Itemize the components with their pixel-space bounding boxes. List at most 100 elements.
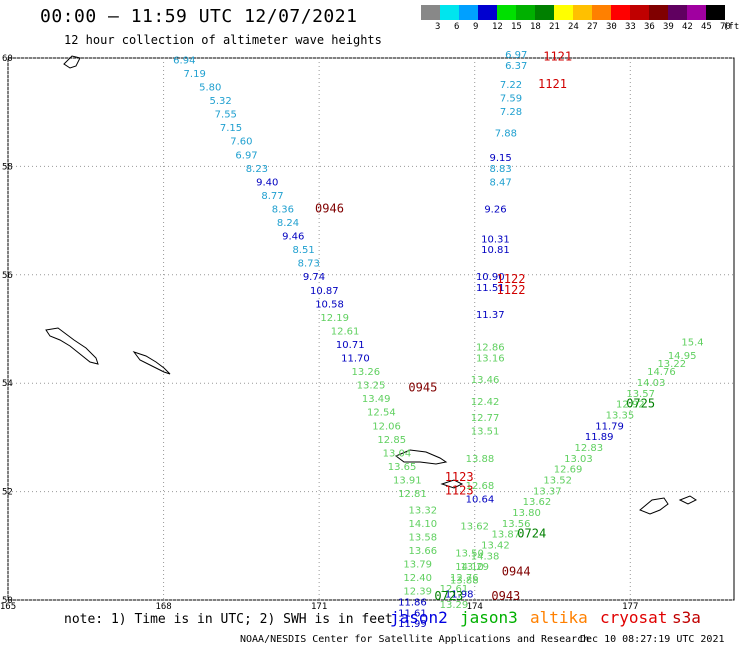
swh-value-label: 14.95 bbox=[668, 351, 697, 362]
swh-value-label: 13.46 bbox=[471, 375, 500, 386]
swh-value-label: 13.87 bbox=[492, 530, 521, 541]
swh-value-label: 13.26 bbox=[351, 367, 380, 378]
scale-swatch bbox=[668, 5, 687, 20]
scale-label: 70 bbox=[720, 22, 731, 32]
swh-value-label: 13.25 bbox=[357, 381, 386, 392]
swh-value-label: 10.31 bbox=[481, 234, 510, 245]
y-tick-label: 50 bbox=[2, 596, 13, 606]
swh-value-label: 8.24 bbox=[277, 218, 299, 229]
swh-value-label: 13.03 bbox=[564, 454, 593, 465]
swh-value-label: 12.61 bbox=[440, 584, 469, 595]
swh-value-label: 13.32 bbox=[409, 505, 438, 516]
time-annotation: 1122 bbox=[497, 272, 526, 286]
swh-value-label: 13.91 bbox=[393, 475, 422, 486]
chart-subtitle: 12 hour collection of altimeter wave hei… bbox=[64, 33, 382, 47]
swh-value-label: 9.15 bbox=[490, 153, 512, 164]
scale-label: 24 bbox=[568, 22, 579, 32]
swh-value-label: 11.89 bbox=[585, 432, 614, 443]
swh-value-label: 6.94 bbox=[173, 55, 195, 66]
scale-swatch bbox=[421, 5, 440, 20]
swh-value-label: 11.70 bbox=[341, 354, 370, 365]
swh-value-label: 13.80 bbox=[512, 508, 541, 519]
y-tick-label: 54 bbox=[2, 379, 13, 389]
time-annotation: 0723 bbox=[434, 589, 463, 603]
swh-value-label: 13.51 bbox=[471, 427, 500, 438]
swh-value-label: 12.68 bbox=[466, 481, 495, 492]
swh-value-label: 8.51 bbox=[292, 245, 314, 256]
island-outline bbox=[63, 55, 81, 69]
swh-value-label: 9.46 bbox=[282, 232, 304, 243]
swh-value-label: 8.77 bbox=[261, 191, 283, 202]
swh-value-label: 11.79 bbox=[595, 421, 624, 432]
swh-value-label: 7.19 bbox=[184, 69, 206, 80]
scale-label: 21 bbox=[549, 22, 560, 32]
x-tick-label: 177 bbox=[622, 602, 638, 612]
swh-value-label: 13.52 bbox=[543, 475, 572, 486]
swh-value-label: 8.73 bbox=[298, 259, 320, 270]
swh-value-label: 13.16 bbox=[476, 354, 505, 365]
swh-value-label: 10.81 bbox=[481, 245, 510, 256]
scale-label: 27 bbox=[587, 22, 598, 32]
island-outline bbox=[45, 327, 99, 365]
swh-value-label: 8.23 bbox=[246, 164, 268, 175]
swh-value-label: 12.86 bbox=[476, 343, 505, 354]
legend-jason3: jason3 bbox=[460, 608, 518, 627]
swh-value-label: 9.40 bbox=[256, 177, 278, 188]
y-tick-label: 52 bbox=[2, 488, 13, 498]
swh-value-label: 14.10 bbox=[455, 562, 484, 573]
swh-value-label: 7.88 bbox=[495, 129, 517, 140]
swh-value-label: 14.76 bbox=[647, 367, 676, 378]
swh-value-label: 8.36 bbox=[272, 204, 294, 215]
swh-value-label: 14.03 bbox=[637, 378, 666, 389]
scale-label: 6 bbox=[454, 22, 460, 32]
scale-swatch bbox=[497, 5, 516, 20]
swh-value-label: 10.87 bbox=[310, 286, 339, 297]
swh-value-label: 14.10 bbox=[409, 519, 438, 530]
scale-label: 18 bbox=[530, 22, 541, 32]
island-outline bbox=[440, 479, 464, 489]
x-tick-label: 165 bbox=[0, 602, 16, 612]
swh-value-label: 12.92 bbox=[616, 400, 645, 411]
swh-value-label: 12.19 bbox=[320, 313, 349, 324]
swh-value-label: 13.62 bbox=[460, 522, 489, 533]
y-tick-label: 56 bbox=[2, 271, 13, 281]
swh-value-label: 7.22 bbox=[500, 80, 522, 91]
scale-label: 15 bbox=[511, 22, 522, 32]
swh-value-label: 13.37 bbox=[533, 486, 562, 497]
x-tick-label: 168 bbox=[155, 602, 171, 612]
x-tick-label: 174 bbox=[467, 602, 483, 612]
swh-value-label: 12.42 bbox=[471, 397, 500, 408]
scale-swatch bbox=[516, 5, 535, 20]
y-tick-label: 60 bbox=[2, 54, 13, 64]
swh-value-label: 6.97 bbox=[235, 150, 257, 161]
island-outline bbox=[132, 351, 171, 375]
time-annotation: 1121 bbox=[538, 77, 567, 91]
swh-value-label: 15.4 bbox=[681, 337, 703, 348]
swh-value-label: 13.58 bbox=[409, 532, 438, 543]
swh-value-label: 10.58 bbox=[315, 299, 344, 310]
legend-cryosat: cryosat bbox=[600, 608, 668, 627]
swh-value-label: 13.35 bbox=[606, 410, 635, 421]
scale-label: 30 bbox=[606, 22, 617, 32]
footer-timestamp: Dec 10 08:27:19 UTC 2021 bbox=[580, 634, 725, 645]
time-annotation: 0945 bbox=[408, 380, 437, 394]
swh-value-label: 11.61 bbox=[398, 608, 427, 619]
scale-label: 9 bbox=[473, 22, 479, 32]
swh-value-label: 13.79 bbox=[403, 559, 432, 570]
swh-value-label: 11.98 bbox=[445, 589, 474, 600]
swh-value-label: 12.61 bbox=[331, 326, 360, 337]
time-annotation: 0946 bbox=[315, 201, 344, 215]
legend-jason2: jason2 bbox=[390, 608, 448, 627]
time-annotation: 0944 bbox=[502, 565, 531, 579]
swh-value-label: 9.26 bbox=[484, 204, 506, 215]
time-annotation: 1122 bbox=[497, 283, 526, 297]
swh-value-label: 13.29 bbox=[460, 562, 489, 573]
scale-swatch bbox=[554, 5, 573, 20]
plot-frame bbox=[7, 57, 735, 601]
swh-value-label: 7.55 bbox=[215, 110, 237, 121]
swh-value-label: 11.99 bbox=[398, 619, 427, 630]
note-text: note: 1) Time is in UTC; 2) SWH is in fe… bbox=[64, 612, 393, 627]
swh-value-label: 13.88 bbox=[450, 576, 479, 587]
scale-swatch bbox=[592, 5, 611, 20]
